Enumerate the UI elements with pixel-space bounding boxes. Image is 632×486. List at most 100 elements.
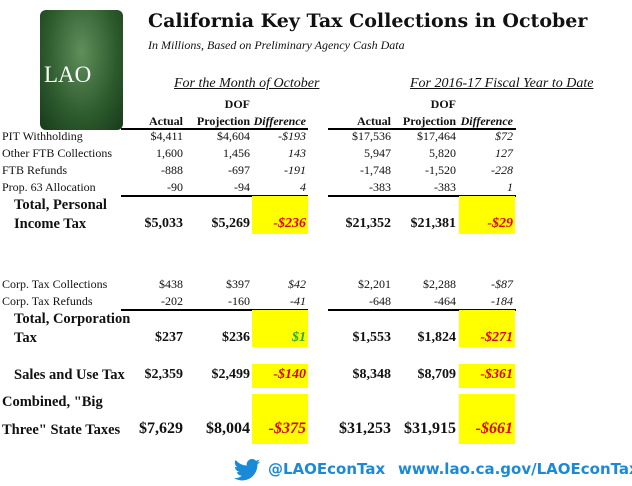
row-label: Sales and Use Tax [14, 367, 125, 383]
difference-value: -$140 [273, 367, 306, 382]
row-label: Prop. 63 Allocation [2, 180, 96, 194]
row-label: PIT Withholding [2, 129, 83, 143]
projection-value: $236 [222, 330, 250, 345]
actual-value: -90 [167, 180, 183, 194]
difference-value: -228 [491, 163, 513, 177]
header-dof-month: DOF [224, 97, 250, 111]
projection-value: $8,709 [417, 367, 457, 382]
row-label-line1: Combined, "Big [2, 394, 103, 410]
actual-value: $438 [159, 277, 183, 291]
difference-value: $72 [495, 129, 513, 143]
row-label-line2: Income Tax [14, 216, 87, 232]
difference-value: -$661 [475, 420, 513, 437]
website-link[interactable]: www.lao.ca.gov/LAOEconTax [398, 460, 632, 478]
projection-value: $1,824 [417, 330, 457, 345]
divider [328, 128, 516, 130]
section-ytd: For 2016-17 Fiscal Year to Date [410, 76, 594, 91]
difference-value: -191 [284, 163, 306, 177]
projection-value: 1,456 [223, 146, 250, 160]
twitter-handle-link[interactable]: @LAOEconTax [268, 460, 386, 478]
header-dof-ytd: DOF [430, 97, 456, 111]
actual-value: -888 [161, 163, 183, 177]
projection-value: -1,520 [425, 163, 456, 177]
highlight-cell [459, 196, 515, 234]
projection-value: -160 [228, 294, 250, 308]
difference-value: 1 [507, 180, 513, 194]
highlight-cell [459, 310, 515, 347]
projection-value: $2,288 [423, 277, 456, 291]
row-label: FTB Refunds [2, 163, 68, 177]
header-actual-month: Actual [149, 114, 183, 128]
page-title: California Key Tax Collections in Octobe… [148, 10, 588, 32]
difference-value: -$193 [278, 129, 306, 143]
divider [121, 128, 308, 130]
projection-value: -94 [234, 180, 250, 194]
actual-value: -202 [161, 294, 183, 308]
actual-value: $21,352 [345, 216, 392, 231]
row-label-line1: Total, Corporation [14, 311, 131, 327]
projection-value: $397 [226, 277, 250, 291]
actual-value: $5,033 [144, 216, 184, 231]
row-label: Other FTB Collections [2, 146, 112, 160]
row-label: Corp. Tax Refunds [2, 294, 93, 308]
divider [328, 309, 516, 311]
actual-value: $31,253 [339, 420, 391, 437]
lao-logo: LAO [40, 10, 123, 130]
actual-value: $4,411 [150, 129, 183, 143]
difference-value: $42 [288, 277, 306, 291]
header-difference-ytd: Difference [460, 114, 513, 128]
twitter-bird-icon[interactable] [232, 459, 262, 481]
actual-value: $2,359 [144, 367, 184, 382]
divider [328, 195, 516, 197]
actual-value: $1,553 [352, 330, 392, 345]
projection-value: -464 [434, 294, 456, 308]
projection-value: $8,004 [206, 420, 250, 437]
divider [121, 195, 308, 197]
projection-value: 5,820 [429, 146, 456, 160]
highlight-cell [459, 364, 515, 388]
actual-value: $8,348 [352, 367, 392, 382]
difference-value: 143 [288, 146, 306, 160]
highlight-cell [252, 196, 308, 234]
difference-value: -184 [491, 294, 513, 308]
actual-value: 1,600 [156, 146, 183, 160]
difference-value: $1 [292, 330, 306, 345]
projection-value: $4,604 [217, 129, 250, 143]
header-difference-month: Difference [253, 114, 306, 128]
row-label-line1: Total, Personal [14, 197, 107, 213]
difference-value: -$271 [480, 330, 513, 345]
actual-value: $237 [155, 330, 183, 345]
divider [121, 309, 308, 311]
projection-value: $2,499 [211, 367, 251, 382]
highlight-cell [252, 364, 308, 388]
actual-value: 5,947 [364, 146, 391, 160]
row-label-line2: Three" State Taxes [2, 422, 121, 438]
header-projection-ytd: Projection [402, 114, 456, 128]
highlight-cell [459, 394, 515, 444]
subtitle: In Millions, Based on Preliminary Agency… [148, 38, 405, 52]
difference-value: -41 [290, 294, 306, 308]
logo-text: LAO [44, 62, 92, 87]
difference-value: -$236 [273, 216, 306, 231]
projection-value: $21,381 [410, 216, 457, 231]
difference-value: -$361 [480, 367, 513, 382]
section-month: For the Month of October [174, 76, 320, 91]
row-label: Corp. Tax Collections [2, 277, 108, 291]
projection-value: -697 [228, 163, 250, 177]
difference-value: -$375 [268, 420, 306, 437]
difference-value: 127 [495, 146, 513, 160]
projection-value: -383 [434, 180, 456, 194]
row-label-line2: Tax [14, 330, 37, 346]
difference-value: -$87 [491, 277, 513, 291]
difference-value: 4 [300, 180, 306, 194]
actual-value: -1,748 [360, 163, 391, 177]
actual-value: -383 [369, 180, 391, 194]
actual-value: $17,536 [352, 129, 391, 143]
difference-value: -$29 [487, 216, 513, 231]
highlight-cell [252, 310, 308, 347]
actual-value: $7,629 [139, 420, 183, 437]
projection-value: $31,915 [404, 420, 456, 437]
actual-value: -648 [369, 294, 391, 308]
header-projection-month: Projection [196, 114, 250, 128]
